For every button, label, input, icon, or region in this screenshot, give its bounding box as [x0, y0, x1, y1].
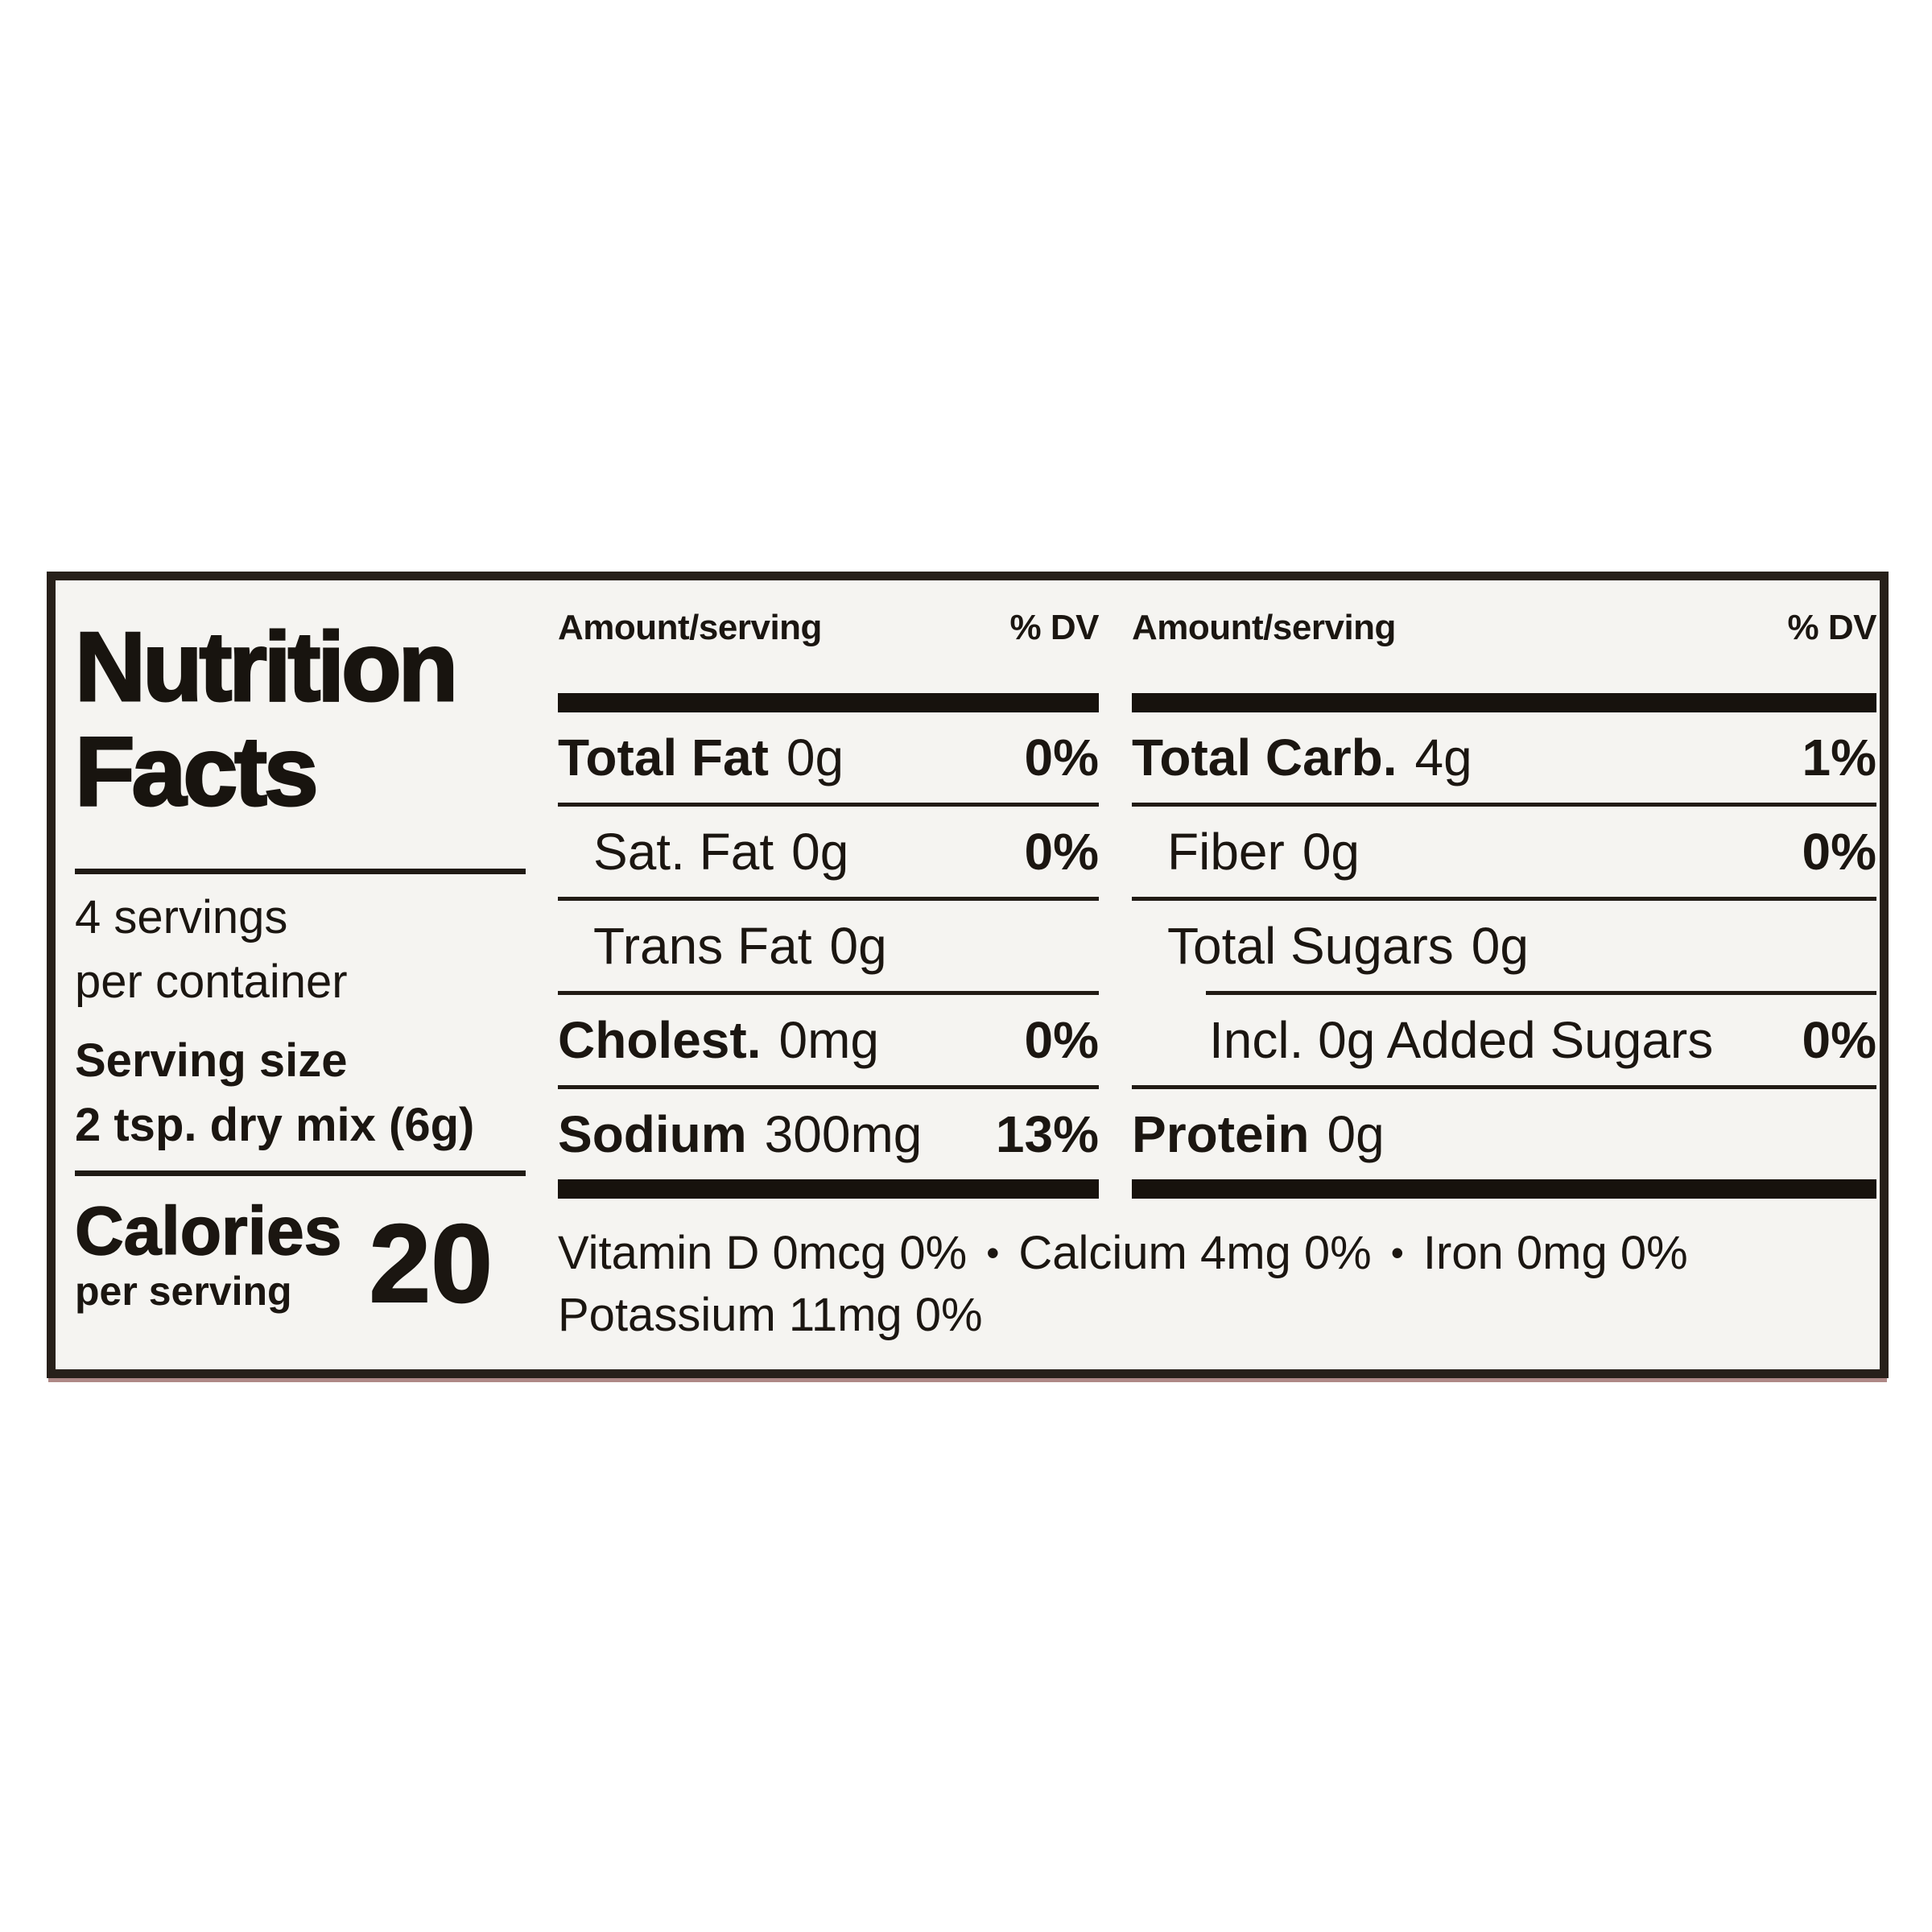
nutrient-name: Sat. Fat: [593, 823, 774, 881]
title-line1: Nutrition: [73, 612, 459, 721]
nutrient-amount: 0g: [791, 823, 849, 881]
nutrient-amount: 4g: [1414, 729, 1472, 786]
serving-size-label: Serving size: [75, 1034, 348, 1087]
nutrient-name: Total Carb.: [1132, 729, 1397, 786]
calories-labels: Calories per serving: [74, 1193, 342, 1315]
iron-value: Iron 0mg 0%: [1422, 1227, 1688, 1279]
left-divider-rule: [75, 1170, 526, 1176]
left-divider-rule: [75, 869, 526, 874]
amount-serving-header: Amount/serving: [1132, 608, 1396, 647]
nutrient-amount: 0g: [1327, 1105, 1385, 1163]
servings-unit: per container: [75, 956, 348, 1008]
nutrient-name: Total Fat: [558, 729, 769, 786]
nutrient-name: Incl. 0g Added Sugars: [1209, 1011, 1714, 1069]
nutrient-dv: 0%: [1024, 823, 1100, 881]
servings-count: 4 servings: [75, 891, 288, 943]
nutrient-row-sat-fat: Sat. Fat 0g 0%: [558, 807, 1099, 897]
nutrient-amount: 300mg: [764, 1105, 923, 1163]
thick-bar: [558, 1179, 1099, 1199]
percent-dv-header: % DV: [1009, 608, 1100, 647]
micronutrients-footer: Vitamin D 0mcg 0% • Calcium 4mg 0% • Iron 0m…: [558, 1224, 1878, 1345]
nutrient-row-total-carb: Total Carb. 4g 1%: [1132, 712, 1876, 803]
separator-rule: [1132, 1085, 1876, 1089]
label-left-column: Nutrition Facts 4 servings per container S…: [73, 580, 545, 1369]
separator-rule: [558, 991, 1099, 995]
nutrient-row-added-sugars: Incl. 0g Added Sugars 0%: [1132, 995, 1876, 1085]
potassium-value: Potassium 11mg 0%: [558, 1289, 983, 1341]
bullet-separator: •: [1390, 1232, 1404, 1274]
nutrient-row-cholesterol: Cholest. 0mg 0%: [558, 995, 1099, 1085]
nutrient-name: Protein: [1132, 1105, 1310, 1163]
nutrition-facts-title: Nutrition Facts: [73, 612, 545, 826]
column-header: Amount/serving % DV: [1132, 580, 1877, 693]
nutrient-amount: 0g: [786, 729, 844, 786]
nutrient-amount: 0g: [1471, 917, 1529, 975]
nutrient-dv: 1%: [1802, 729, 1877, 786]
nutrient-name: Cholest.: [558, 1011, 762, 1069]
nutrition-facts-label: Nutrition Facts 4 servings per container S…: [47, 572, 1889, 1378]
separator-rule: [558, 803, 1099, 807]
nutrient-row-protein: Protein 0g: [1132, 1089, 1876, 1179]
nutrient-column-right: Amount/serving % DV Total Carb. 4g 1% Fib…: [1132, 580, 1877, 1199]
nutrient-amount: 0mg: [778, 1011, 879, 1069]
micronutrients-line2: Potassium 11mg 0%: [558, 1286, 1878, 1345]
nutrient-name: Sodium: [558, 1105, 747, 1163]
calories-row: Calories per serving 20: [74, 1193, 545, 1320]
vitamin-d-value: Vitamin D 0mcg 0%: [558, 1227, 968, 1279]
separator-rule-indented: [1206, 991, 1876, 995]
column-header: Amount/serving % DV: [558, 580, 1100, 693]
nutrient-name: Trans Fat: [593, 917, 812, 975]
percent-dv-header: % DV: [1787, 608, 1877, 647]
nutrient-row-trans-fat: Trans Fat 0g: [558, 901, 1099, 991]
nutrient-column-left: Amount/serving % DV Total Fat 0g 0% Sat. …: [558, 580, 1100, 1199]
title-line2: Facts: [74, 716, 320, 826]
bullet-separator: •: [986, 1232, 1000, 1274]
micronutrients-line1: Vitamin D 0mcg 0% • Calcium 4mg 0% • Iron 0m…: [558, 1224, 1878, 1286]
nutrient-name: Fiber: [1167, 823, 1285, 881]
calories-value: 20: [369, 1202, 493, 1326]
nutrient-dv: 13%: [995, 1105, 1099, 1163]
thick-bar: [558, 693, 1099, 712]
nutrient-amount: 0g: [829, 917, 887, 975]
nutrient-row-sodium: Sodium 300mg 13%: [558, 1089, 1099, 1179]
nutrient-amount: 0g: [1302, 823, 1360, 881]
separator-rule: [558, 897, 1099, 901]
nutrient-row-total-fat: Total Fat 0g 0%: [558, 712, 1099, 803]
thick-bar: [1132, 693, 1876, 712]
nutrient-dv: 0%: [1024, 1011, 1100, 1069]
calories-label: Calories: [74, 1193, 342, 1269]
thick-bar: [1132, 1179, 1876, 1199]
separator-rule: [558, 1085, 1099, 1089]
serving-size: Serving size 2 tsp. dry mix (6g): [75, 1029, 545, 1158]
nutrient-dv: 0%: [1024, 729, 1100, 786]
calories-sublabel: per serving: [75, 1269, 292, 1314]
nutrient-dv: 0%: [1802, 823, 1877, 881]
nutrient-dv: 0%: [1802, 1011, 1877, 1069]
serving-size-value: 2 tsp. dry mix (6g): [75, 1099, 475, 1151]
separator-rule: [1132, 897, 1876, 901]
nutrient-name: Total Sugars: [1167, 917, 1454, 975]
separator-rule: [1132, 803, 1876, 807]
nutrient-row-fiber: Fiber 0g 0%: [1132, 807, 1876, 897]
nutrient-row-total-sugars: Total Sugars 0g: [1132, 901, 1876, 991]
calcium-value: Calcium 4mg 0%: [1018, 1227, 1372, 1279]
servings-per-container: 4 servings per container: [75, 886, 545, 1014]
amount-serving-header: Amount/serving: [558, 608, 822, 647]
